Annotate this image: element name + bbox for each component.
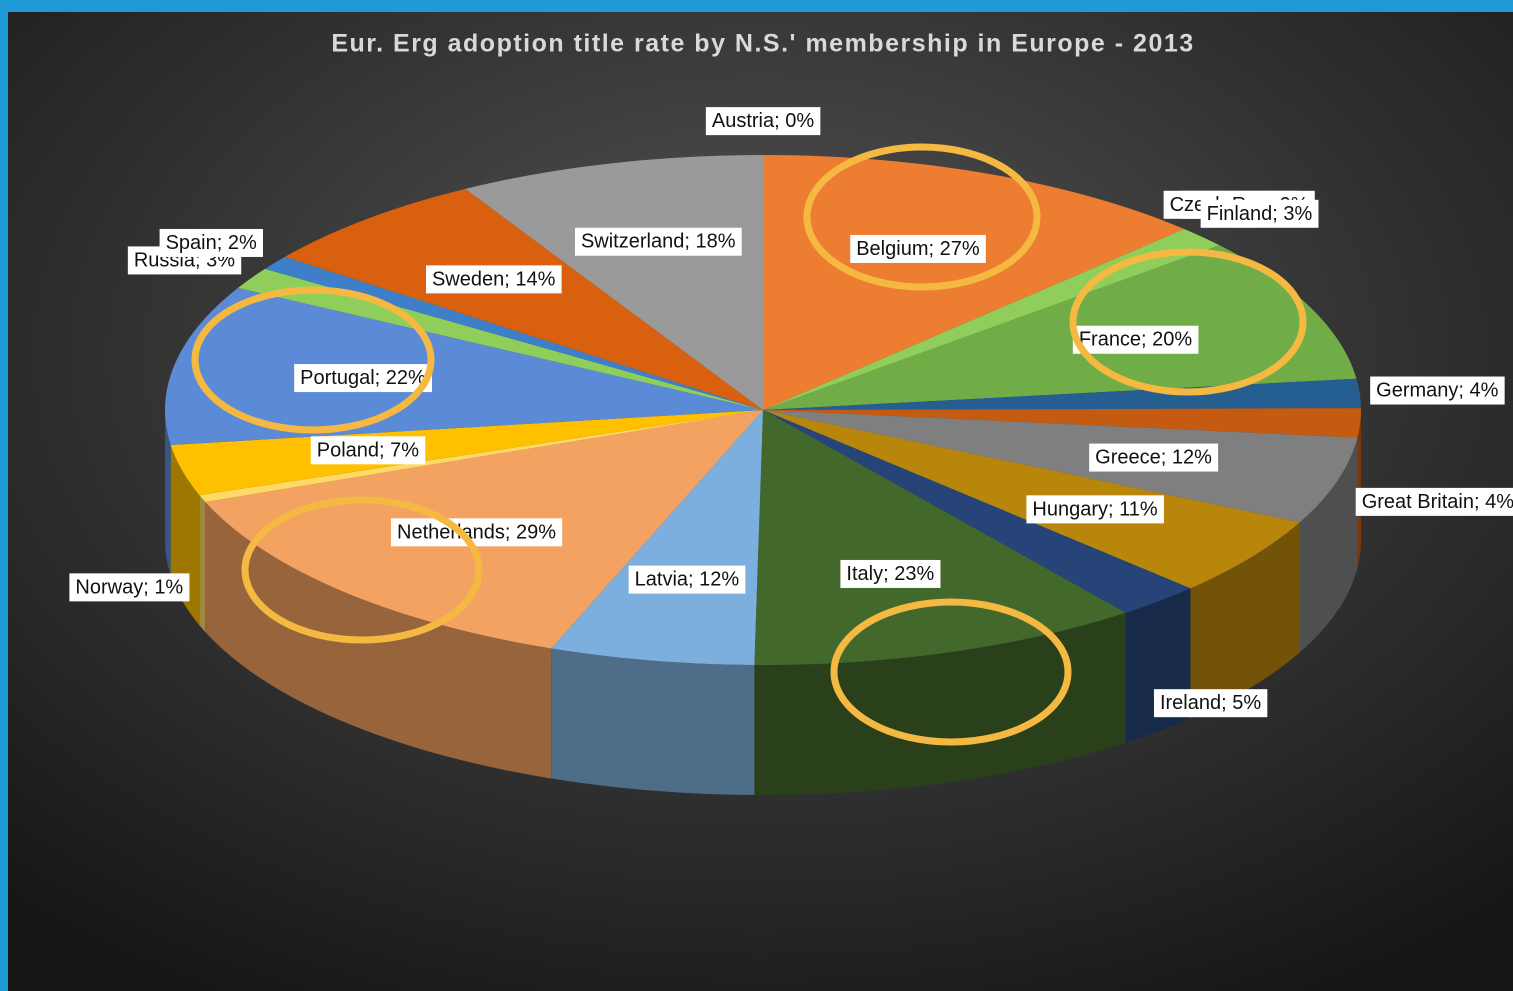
data-label: Italy; 23% (846, 563, 934, 585)
data-label-box (1355, 487, 1513, 516)
slice-side (199, 495, 206, 633)
data-label: Austria; 0% (712, 110, 814, 132)
data-label: Portugal; 22% (300, 367, 426, 389)
data-label-box (310, 436, 426, 465)
data-label: Netherlands; 29% (397, 521, 556, 543)
data-label: Great Britain; 4% (1362, 491, 1513, 513)
highlight-circle (1069, 248, 1307, 396)
slice: Norway (199, 410, 763, 503)
slice: Spain (264, 256, 763, 410)
data-label: Sweden; 14% (432, 268, 556, 290)
data-label-box (628, 565, 746, 594)
data-label: France; 20% (1079, 329, 1193, 351)
slice-side (1190, 522, 1300, 719)
slice-side (1125, 588, 1191, 743)
data-label: Poland; 7% (317, 439, 420, 461)
slice: Poland (170, 410, 763, 496)
highlight-circle (803, 143, 1041, 291)
highlights (191, 143, 1307, 746)
data-label-box (1200, 199, 1319, 228)
data-label-box (159, 228, 263, 257)
data-label: Spain; 2% (166, 232, 257, 254)
highlight-circle (191, 286, 435, 434)
labels: Austria; 0%Belgium; 27%Croatia; 0%Czech … (69, 107, 1513, 718)
slice: Ireland (763, 410, 1191, 613)
data-label: Hungary; 11% (1032, 498, 1157, 520)
data-label: Latvia; 12% (635, 569, 740, 591)
slice: Sweden (284, 188, 763, 410)
data-label: Ireland; 5% (1160, 692, 1261, 714)
data-label-box (294, 364, 433, 393)
data-label-box (1072, 325, 1199, 354)
slice-side (551, 648, 755, 795)
data-label: Norway; 1% (75, 576, 183, 598)
highlight-circle (241, 496, 483, 644)
slice: Germany (763, 378, 1361, 410)
data-label-box (840, 559, 941, 588)
slice-side (1299, 437, 1358, 653)
slice-side (754, 612, 1126, 795)
data-label-box (574, 227, 742, 256)
data-label-box (425, 265, 562, 294)
data-label-box (850, 234, 986, 263)
data-label: Greece; 12% (1095, 447, 1212, 469)
data-label-box (1089, 443, 1219, 472)
slice-side (165, 410, 171, 575)
data-label: Belgium; 27% (856, 238, 980, 260)
data-label: Finland; 3% (1207, 203, 1313, 225)
highlight-circle (830, 598, 1072, 746)
data-label-box (1370, 376, 1505, 405)
slice: Italy (754, 410, 1126, 665)
data-label: Germany; 4% (1376, 380, 1498, 402)
slice: Russia (238, 268, 763, 410)
data-label-box (391, 518, 563, 547)
slice: Greece (763, 410, 1358, 523)
data-label-box (1153, 689, 1268, 718)
slice: France (763, 245, 1357, 410)
data-label: Switzerland; 18% (581, 231, 736, 253)
data-label-box (705, 107, 821, 136)
chart-title: Eur. Erg adoption title rate by N.S.' me… (331, 30, 1194, 58)
slice: Switzerland (465, 155, 763, 410)
slice: Great Britain (763, 408, 1361, 438)
slice: Latvia (551, 410, 763, 665)
data-label-box (69, 573, 190, 602)
data-label-box (1026, 495, 1164, 524)
slice: Portugal (165, 287, 763, 445)
